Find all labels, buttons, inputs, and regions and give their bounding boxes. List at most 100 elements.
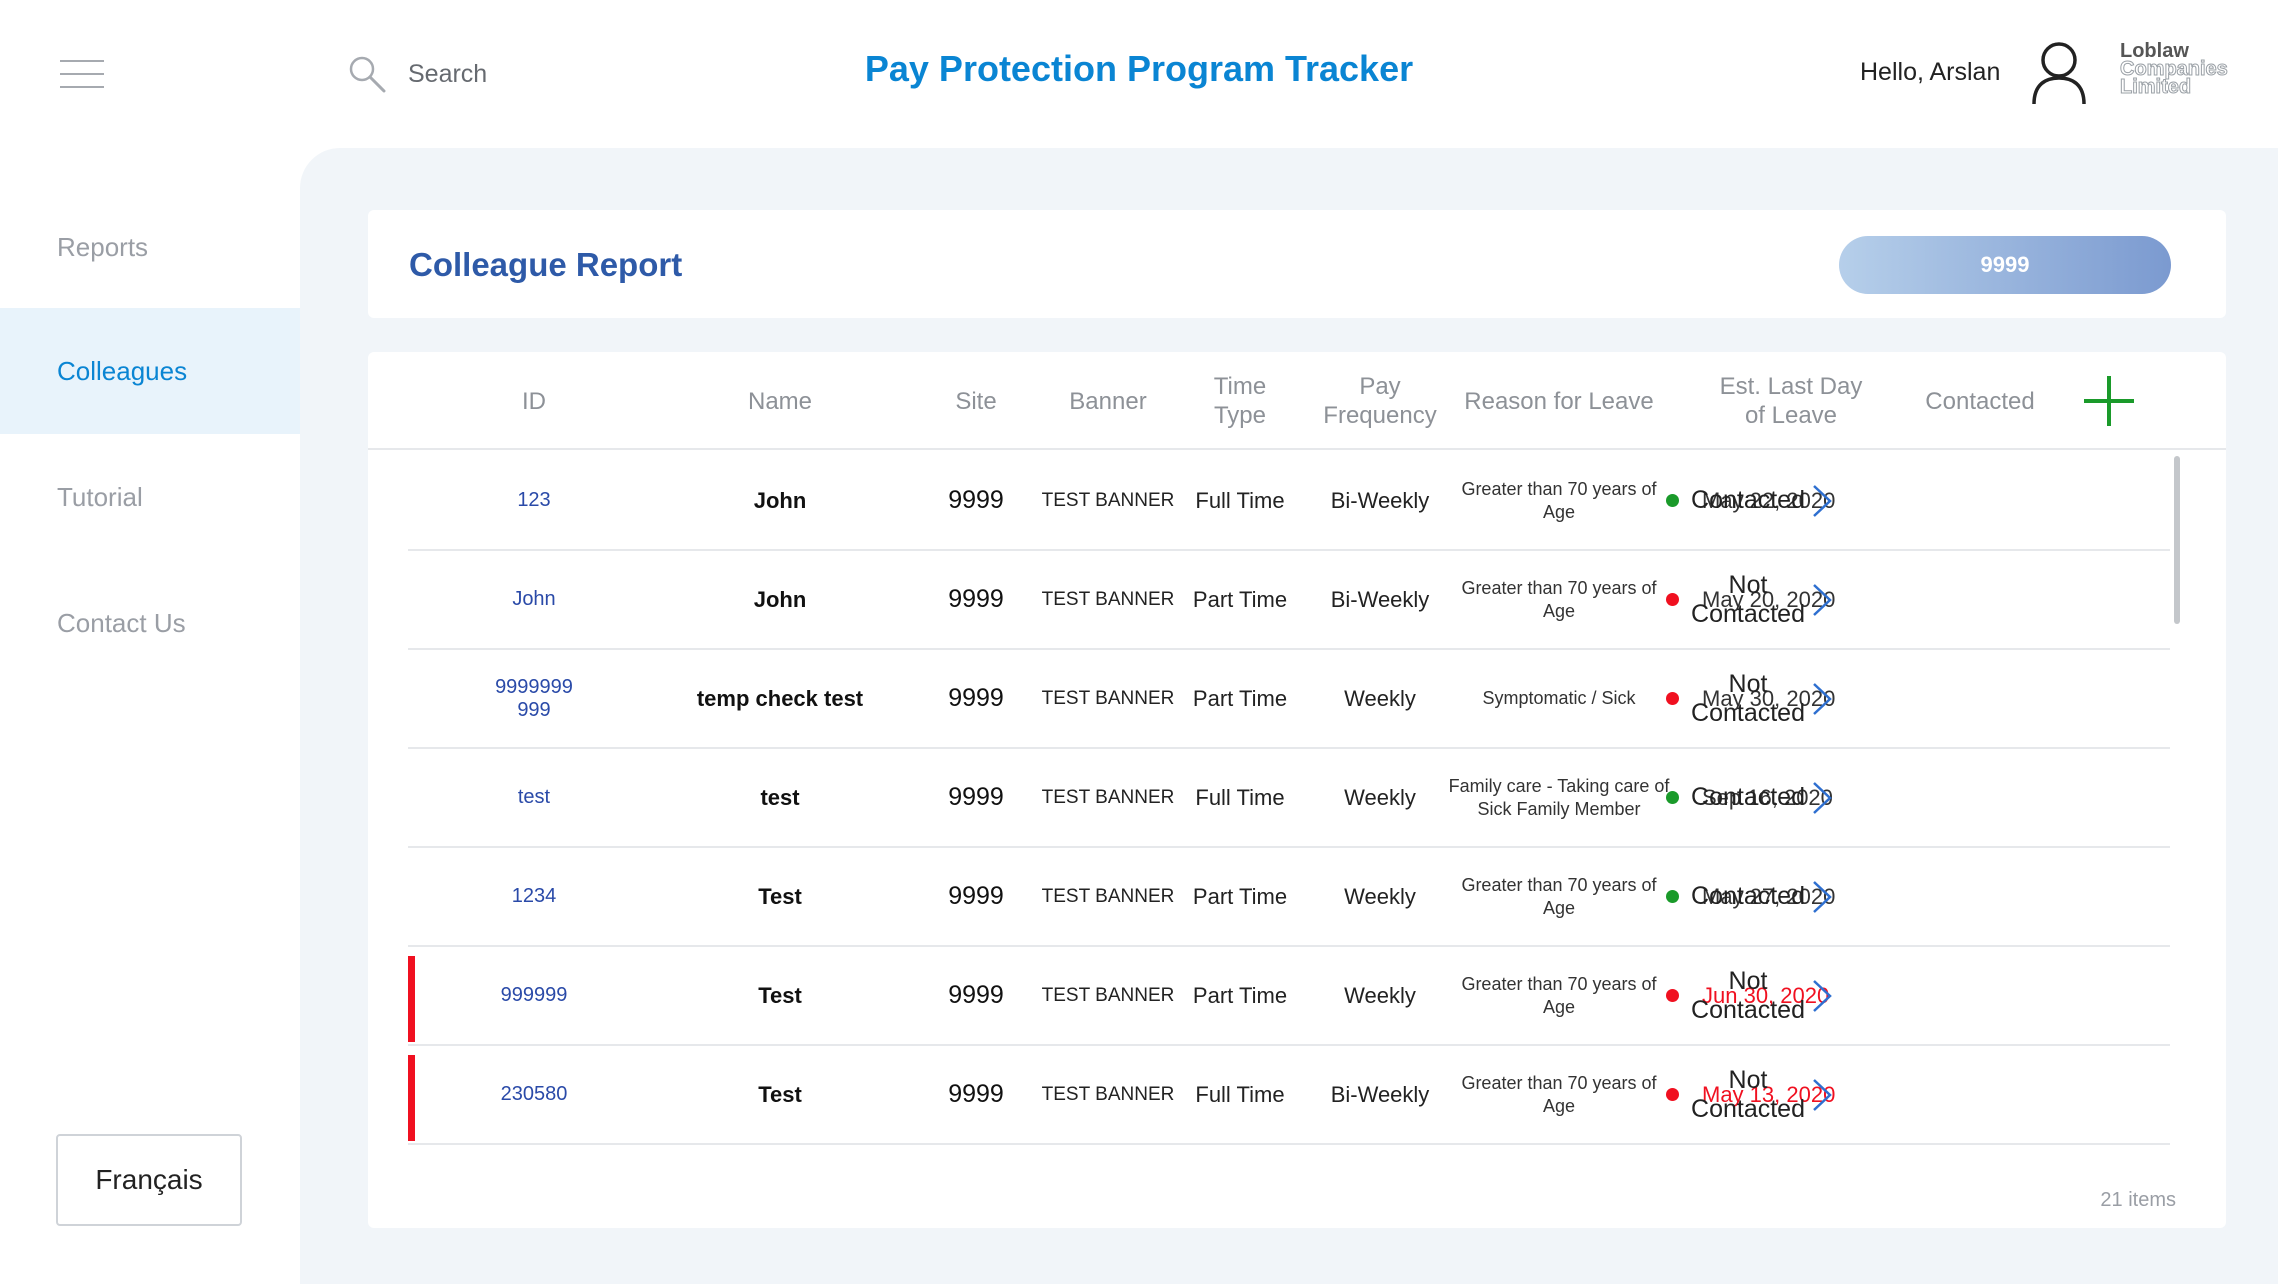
cell-contacted-status: Not Contacted	[1691, 966, 1805, 1024]
overdue-flag	[408, 1055, 415, 1141]
item-count: 21 items	[2100, 1189, 2176, 1211]
cell-contacted-status: Contacted	[1691, 783, 1805, 811]
contacted-status-dot	[1666, 791, 1679, 804]
cell-id: 999999	[500, 984, 568, 1006]
column-header-reason[interactable]: Reason for Leave	[1464, 387, 1654, 415]
cell-pay-frequency: Weekly	[1344, 685, 1416, 711]
cell-contacted-status: Contacted	[1691, 882, 1805, 910]
user-greeting: Hello, Arslan	[1860, 58, 2001, 86]
chevron-right-icon[interactable]	[1804, 680, 1840, 718]
cell-time-type: Part Time	[1192, 883, 1288, 909]
column-header-last-day[interactable]: Est. Last Day of Leave	[1719, 373, 1863, 429]
cell-time-type: Full Time	[1195, 487, 1285, 513]
cell-site: 9999	[948, 981, 1004, 1009]
table-row[interactable]: John John 9999 TEST BANNER Part Time Bi-Weekl…	[408, 551, 2170, 650]
cell-contacted-status: Contacted	[1691, 486, 1805, 514]
chevron-right-icon[interactable]	[1804, 779, 1840, 817]
cell-id: John	[512, 588, 556, 610]
chevron-right-icon[interactable]	[1804, 878, 1840, 916]
cell-site: 9999	[948, 684, 1004, 712]
cell-pay-frequency: Bi-Weekly	[1330, 487, 1430, 513]
table-row[interactable]: 230580 Test 9999 TEST BANNER Full Time Bi-Wee…	[408, 1046, 2170, 1145]
column-header-contacted[interactable]: Contacted	[1925, 387, 2035, 415]
table-row[interactable]: 123 John 9999 TEST BANNER Full Time Bi-Weekly…	[408, 452, 2170, 551]
cell-contacted-status: Not Contacted	[1691, 1065, 1805, 1123]
cell-id: 9999999 999	[495, 675, 573, 721]
cell-banner: TEST BANNER	[1041, 885, 1175, 907]
search-placeholder[interactable]: Search	[408, 59, 488, 88]
cell-time-type: Full Time	[1195, 784, 1285, 810]
cell-contacted-status: Not Contacted	[1691, 570, 1805, 628]
cell-id: 230580	[500, 1083, 568, 1105]
company-logo: Loblaw Companies Limited	[2120, 40, 2229, 98]
cell-time-type: Part Time	[1192, 586, 1288, 612]
cell-pay-frequency: Weekly	[1344, 982, 1416, 1008]
column-header-time-type[interactable]: Time Type	[1213, 373, 1267, 429]
cell-site: 9999	[948, 1080, 1004, 1108]
not-contacted-status-dot	[1666, 593, 1679, 606]
column-header-site[interactable]: Site	[955, 387, 997, 415]
cell-reason: Family care - Taking care of Sick Family…	[1448, 775, 1670, 819]
column-header-banner[interactable]: Banner	[1069, 387, 1147, 415]
cell-reason: Greater than 70 years of Age	[1461, 874, 1657, 918]
overdue-flag	[408, 956, 415, 1042]
cell-banner: TEST BANNER	[1041, 984, 1175, 1006]
chevron-right-icon[interactable]	[1804, 482, 1840, 520]
cell-name: John	[753, 586, 807, 612]
sidebar-item-tutorial[interactable]: Tutorial	[57, 481, 143, 512]
cell-time-type: Part Time	[1192, 685, 1288, 711]
hamburger-icon[interactable]	[60, 60, 104, 88]
not-contacted-status-dot	[1666, 1088, 1679, 1101]
table-scrollbar[interactable]	[2174, 456, 2180, 624]
cell-pay-frequency: Weekly	[1344, 784, 1416, 810]
cell-site: 9999	[948, 486, 1004, 514]
cell-reason: Symptomatic / Sick	[1482, 688, 1636, 708]
cell-name: test	[760, 784, 800, 810]
not-contacted-status-dot	[1666, 989, 1679, 1002]
cell-site: 9999	[948, 783, 1004, 811]
cell-pay-frequency: Weekly	[1344, 883, 1416, 909]
cell-last-day: May 30, 2020	[1702, 685, 1836, 711]
user-icon[interactable]	[2030, 40, 2088, 106]
language-toggle-button[interactable]: Français	[56, 1134, 242, 1226]
sidebar-item-contact-us[interactable]: Contact Us	[57, 607, 186, 638]
cell-name: Test	[758, 1081, 802, 1107]
cell-reason: Greater than 70 years of Age	[1461, 478, 1657, 522]
cell-id: 123	[517, 489, 551, 511]
column-header-name[interactable]: Name	[747, 387, 813, 415]
cell-last-day: Jun 30, 2020	[1702, 982, 1830, 1008]
column-header-id[interactable]: ID	[522, 387, 546, 415]
cell-banner: TEST BANNER	[1041, 588, 1175, 610]
table-row[interactable]: 1234 Test 9999 TEST BANNER Part Time Weekly Gr…	[408, 848, 2170, 947]
sidebar-item-colleagues[interactable]: Colleagues	[0, 308, 300, 434]
plus-icon[interactable]	[2082, 374, 2136, 428]
column-header-pay-frequency[interactable]: Pay Frequency	[1323, 373, 1437, 429]
search-bar[interactable]: Search	[346, 50, 487, 98]
cell-banner: TEST BANNER	[1041, 489, 1175, 511]
sidebar-item-reports[interactable]: Reports	[57, 231, 149, 262]
cell-name: Test	[758, 982, 802, 1008]
site-selector-button[interactable]: 9999	[1839, 236, 2171, 294]
cell-banner: TEST BANNER	[1041, 786, 1175, 808]
cell-site: 9999	[948, 882, 1004, 910]
cell-last-day: Sep 16, 2020	[1702, 784, 1833, 810]
cell-banner: TEST BANNER	[1041, 1083, 1175, 1105]
report-title: Colleague Report	[409, 246, 683, 283]
cell-time-type: Full Time	[1195, 1081, 1285, 1107]
cell-contacted-status: Not Contacted	[1691, 669, 1805, 727]
table-row[interactable]: 9999999 999 temp check test 9999 TEST BANNE…	[408, 650, 2170, 749]
cell-reason: Greater than 70 years of Age	[1461, 577, 1657, 621]
chevron-right-icon[interactable]	[1804, 1076, 1840, 1114]
cell-pay-frequency: Bi-Weekly	[1330, 586, 1430, 612]
contacted-status-dot	[1666, 890, 1679, 903]
chevron-right-icon[interactable]	[1804, 581, 1840, 619]
not-contacted-status-dot	[1666, 692, 1679, 705]
cell-banner: TEST BANNER	[1041, 687, 1175, 709]
cell-name: John	[753, 487, 807, 513]
cell-last-day: May 13, 2020	[1702, 1081, 1836, 1107]
cell-name: Test	[758, 883, 802, 909]
cell-id: 1234	[511, 885, 557, 907]
chevron-right-icon[interactable]	[1804, 977, 1840, 1015]
table-row[interactable]: test test 9999 TEST BANNER Full Time Weekly Fa…	[408, 749, 2170, 848]
table-row[interactable]: 999999 Test 9999 TEST BANNER Part Time Weekly…	[408, 947, 2170, 1046]
